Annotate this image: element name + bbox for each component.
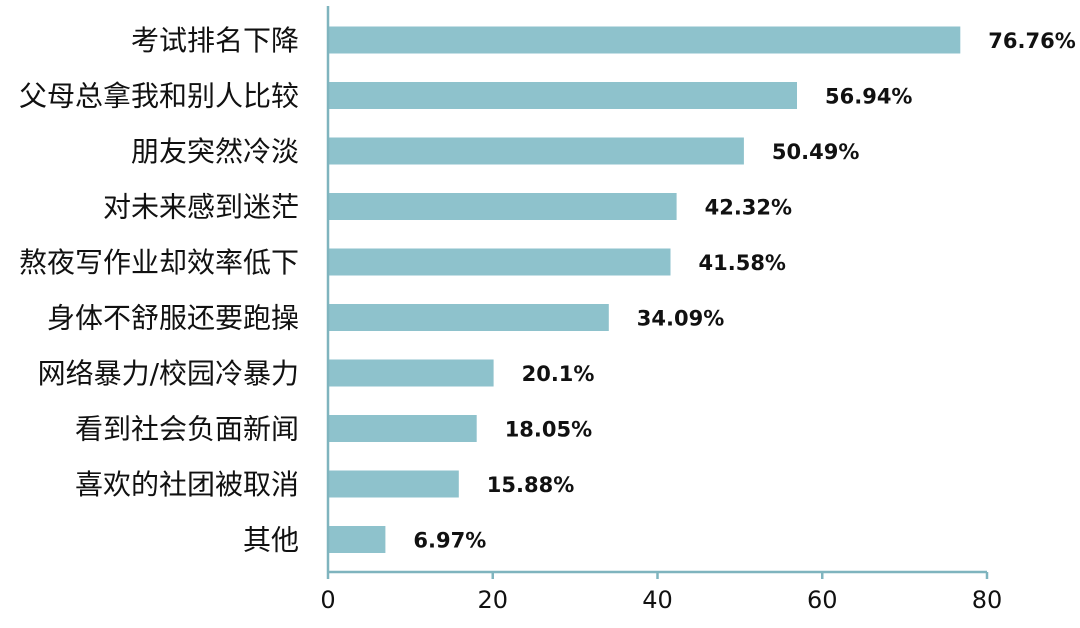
x-tick-label: 60 (807, 586, 838, 614)
data-label: 18.05% (505, 418, 592, 442)
category-label: 看到社会负面新闻 (75, 413, 299, 446)
category-label: 对未来感到迷茫 (103, 191, 299, 224)
bar (328, 248, 671, 276)
bar (328, 304, 609, 331)
category-label: 熬夜写作业却效率低下 (19, 246, 299, 279)
data-label: 42.32% (705, 196, 792, 220)
category-label: 朋友突然冷淡 (131, 135, 299, 168)
category-label: 父母总拿我和别人比较 (19, 80, 299, 113)
data-label: 41.58% (699, 251, 786, 275)
bar (328, 82, 797, 109)
data-label: 20.1% (522, 362, 595, 386)
data-label: 56.94% (825, 85, 912, 109)
x-tick-label: 0 (320, 586, 335, 614)
labels-layer: 考试排名下降 76.76% 父母总拿我和别人比较 56.94% 朋友突然冷淡 50.49%… (19, 24, 1076, 614)
x-tick-label: 40 (642, 586, 673, 614)
bar (328, 137, 744, 165)
data-label: 15.88% (487, 473, 574, 497)
category-label: 身体不舒服还要跑操 (47, 302, 299, 335)
data-label: 6.97% (413, 529, 486, 553)
category-label: 网络暴力/校园冷暴力 (38, 357, 299, 390)
data-label: 50.49% (772, 140, 859, 164)
bar (328, 526, 386, 553)
bar (328, 26, 961, 54)
data-label: 76.76% (988, 29, 1075, 53)
category-label: 其他 (243, 524, 299, 557)
x-tick-label: 20 (477, 586, 508, 614)
bar (328, 415, 477, 442)
data-label: 34.09% (637, 307, 724, 331)
bars-layer (328, 26, 961, 553)
axis-layer (326, 6, 989, 579)
bar (328, 470, 459, 498)
bar (328, 193, 677, 220)
category-label: 考试排名下降 (131, 24, 299, 57)
x-tick-label: 80 (972, 586, 1003, 614)
bar (328, 359, 494, 387)
category-label: 喜欢的社团被取消 (75, 468, 299, 501)
